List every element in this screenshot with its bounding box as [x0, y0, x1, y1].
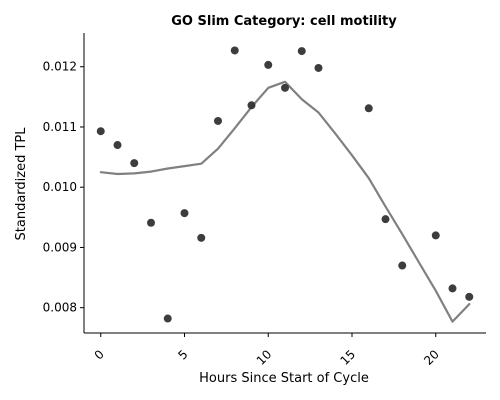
data-point — [197, 233, 206, 242]
trend-line — [99, 80, 471, 323]
data-point — [281, 83, 289, 92]
data-point — [130, 159, 139, 168]
data-point — [214, 116, 222, 125]
x-tick-label: 10 — [254, 347, 275, 368]
data-point — [96, 127, 105, 136]
data-point — [448, 284, 457, 293]
y-tick-label: 0.011 — [43, 120, 77, 134]
data-point — [465, 292, 474, 301]
data-point — [113, 141, 122, 150]
data-point — [163, 314, 172, 323]
data-point — [230, 46, 239, 55]
data-point — [264, 60, 273, 69]
x-tick-label: 0 — [92, 347, 107, 362]
data-point — [297, 47, 306, 56]
y-tick-label: 0.008 — [43, 301, 77, 315]
x-tick-label: 5 — [175, 347, 190, 362]
y-tick-label: 0.010 — [43, 180, 77, 194]
chart-title: GO Slim Category: cell motility — [171, 14, 397, 29]
data-point — [364, 104, 373, 113]
x-tick-label: 15 — [337, 347, 358, 368]
y-tick-label: 0.012 — [43, 60, 77, 74]
data-point — [180, 209, 189, 218]
x-axis-label: Hours Since Start of Cycle — [199, 371, 369, 386]
data-point — [147, 218, 155, 227]
data-point — [247, 101, 256, 110]
data-point — [398, 261, 407, 270]
y-axis-label: Standardized TPL — [14, 127, 29, 241]
data-point — [431, 231, 440, 240]
data-point — [314, 63, 323, 72]
x-tick-label: 20 — [421, 347, 442, 368]
y-tick-label: 0.009 — [43, 240, 77, 254]
data-point — [381, 215, 390, 224]
plot-area: 0.008 0.009 0.010 0.011 0.012 0 5 10 15 20 — [43, 33, 486, 368]
